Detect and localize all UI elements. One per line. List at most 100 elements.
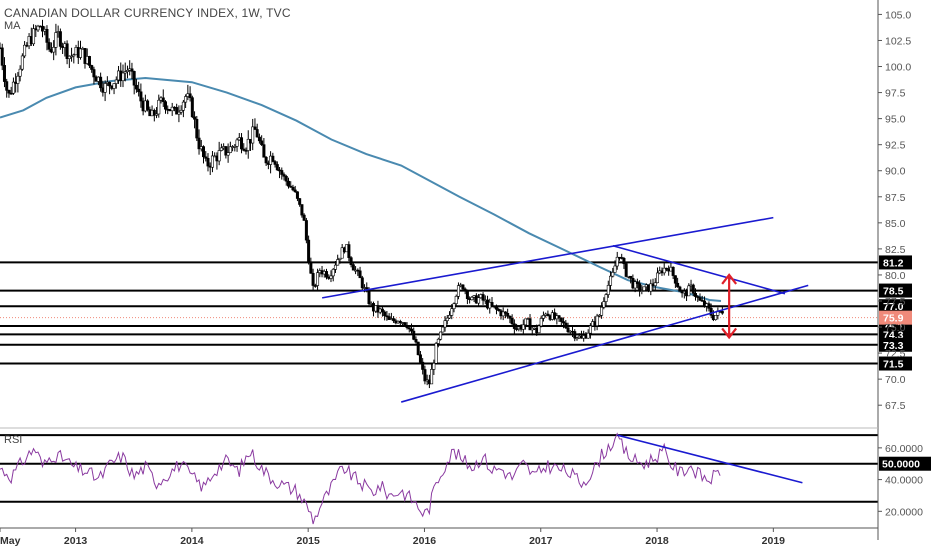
candle-body xyxy=(47,42,51,50)
level-tag xyxy=(879,299,912,314)
candle-body xyxy=(497,309,501,311)
candle-body xyxy=(40,25,44,32)
candle-body xyxy=(349,257,353,265)
candle-body xyxy=(358,270,362,279)
projection-arrow-head-up xyxy=(721,273,738,285)
candle-body xyxy=(439,331,443,340)
y-tick-label: 105.0 xyxy=(885,9,911,21)
candle-body xyxy=(653,282,657,286)
candle-body xyxy=(606,285,610,295)
candle-body xyxy=(503,311,507,314)
x-tick-label: 2015 xyxy=(296,535,320,547)
candle-body xyxy=(418,354,422,363)
candle-body xyxy=(564,322,568,329)
rsi-level-tag xyxy=(879,456,931,471)
current-price-tag xyxy=(879,310,912,325)
candle-body xyxy=(430,369,434,385)
candle-body xyxy=(562,321,566,324)
candle-body xyxy=(501,311,505,317)
candle-body xyxy=(307,239,311,263)
candle-body xyxy=(123,71,127,74)
candle-body xyxy=(461,284,465,290)
rsi-line xyxy=(0,432,721,525)
candle-body xyxy=(121,72,125,82)
level-tag-label: 71.5 xyxy=(883,359,904,371)
candle-body xyxy=(251,126,255,144)
candle-body xyxy=(134,84,138,90)
candle-body xyxy=(170,106,174,112)
candle-body xyxy=(302,214,306,221)
candle-body xyxy=(409,328,413,332)
candle-body xyxy=(694,293,698,297)
candle-body xyxy=(441,326,445,333)
candle-body xyxy=(179,109,183,113)
candle-body xyxy=(436,338,440,344)
level-tag-label: 77.0 xyxy=(883,301,904,313)
rsi-pane[interactable]: 50.0000 xyxy=(0,432,931,525)
candle-body xyxy=(36,25,40,31)
candle-body xyxy=(477,297,481,304)
candle-body xyxy=(445,317,449,321)
candle-body xyxy=(79,48,83,58)
y-tick-label: 97.5 xyxy=(885,88,906,100)
candle-body xyxy=(161,97,165,102)
candle-body xyxy=(387,316,391,320)
candle-body xyxy=(434,343,438,364)
candle-body xyxy=(367,290,371,304)
candle-body xyxy=(333,264,337,270)
candle-body xyxy=(380,308,384,313)
candle-body xyxy=(264,156,268,164)
candle-body xyxy=(450,308,454,316)
candle-body xyxy=(7,90,11,94)
candle-body xyxy=(392,318,396,322)
candle-body xyxy=(253,126,257,130)
candle-body xyxy=(655,272,659,284)
candle-body xyxy=(432,362,436,370)
candle-body xyxy=(510,317,514,325)
candle-body xyxy=(691,284,695,294)
candle-body xyxy=(421,361,425,370)
candle-body xyxy=(16,75,20,84)
candle-body xyxy=(206,158,210,167)
rsi-trendline xyxy=(617,434,803,484)
level-tag-label: 73.3 xyxy=(883,340,904,352)
candle-body xyxy=(146,100,150,110)
candle-body xyxy=(573,331,577,339)
candle-body xyxy=(217,150,221,162)
candle-body xyxy=(331,269,335,277)
candle-body xyxy=(195,118,199,139)
candle-body xyxy=(405,325,409,328)
candle-body xyxy=(18,68,22,77)
level-tag-label: 81.2 xyxy=(883,257,904,269)
x-tick-label: 2016 xyxy=(413,535,437,547)
candle-body xyxy=(537,325,541,334)
candle-body xyxy=(360,277,364,289)
candle-body xyxy=(0,47,4,66)
candle-body xyxy=(242,148,246,151)
candle-body xyxy=(351,264,355,271)
candle-body xyxy=(99,76,103,89)
candle-body xyxy=(257,136,261,142)
candle-body xyxy=(635,281,639,284)
candle-body xyxy=(338,257,342,260)
candle-body xyxy=(398,321,402,323)
candle-body xyxy=(528,318,532,331)
candle-body xyxy=(289,185,293,188)
candle-body xyxy=(304,220,308,241)
price-pane[interactable]: 81.278.577.075.174.373.371.575.9 xyxy=(0,19,912,403)
candle-body xyxy=(609,275,613,286)
candle-body xyxy=(202,146,206,158)
y-tick-label: 70.0 xyxy=(885,374,906,386)
candle-body xyxy=(416,341,420,356)
candle-body xyxy=(32,28,36,45)
candle-body xyxy=(20,55,24,70)
candle-body xyxy=(559,317,563,322)
candle-body xyxy=(87,56,91,66)
candle-body xyxy=(83,48,87,64)
candle-body xyxy=(286,180,290,187)
candle-body xyxy=(407,327,411,330)
y-tick-label: 90.0 xyxy=(885,166,906,178)
rsi-y-tick-label: 60.0000 xyxy=(885,443,923,455)
